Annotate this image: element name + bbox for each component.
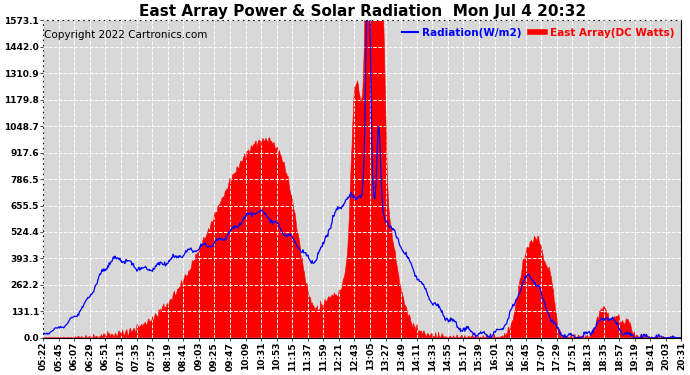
Text: Copyright 2022 Cartronics.com: Copyright 2022 Cartronics.com <box>44 30 207 40</box>
Legend: Radiation(W/m2), East Array(DC Watts): Radiation(W/m2), East Array(DC Watts) <box>400 26 676 40</box>
Title: East Array Power & Solar Radiation  Mon Jul 4 20:32: East Array Power & Solar Radiation Mon J… <box>139 4 586 19</box>
